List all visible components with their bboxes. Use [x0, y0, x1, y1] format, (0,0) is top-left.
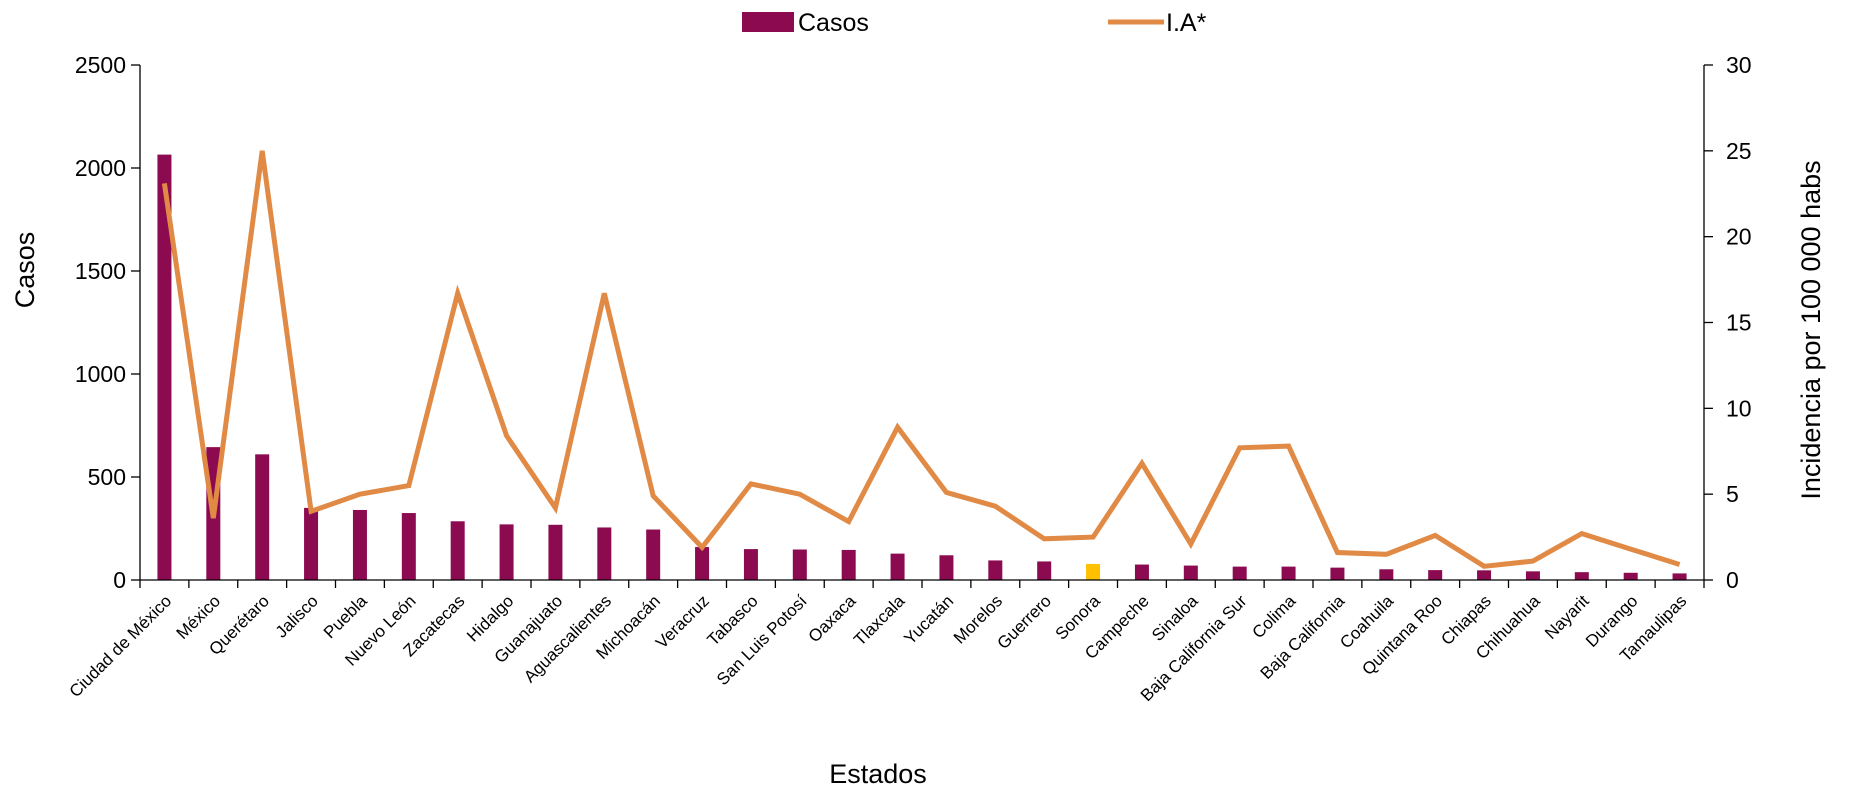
bar-27	[1428, 570, 1443, 580]
y2-tick-label: 25	[1726, 138, 1752, 164]
legend-label-casos: Casos	[798, 9, 869, 37]
x-tick-label: Guerrero	[993, 591, 1055, 653]
bar-30	[1574, 572, 1589, 580]
y2-axis-title: Incidencia por 100 000 habs	[1796, 160, 1826, 499]
bar-24	[1281, 566, 1296, 580]
bar-15	[841, 549, 856, 580]
bar-7	[450, 521, 465, 580]
bar-14	[792, 549, 807, 580]
y-tick-label: 2000	[75, 155, 126, 181]
bar-11	[646, 529, 661, 580]
bar-6	[401, 513, 416, 580]
x-tick-label: Yucatán	[900, 591, 957, 648]
bar-23	[1232, 566, 1247, 580]
bar-26	[1379, 569, 1394, 580]
bar-29	[1525, 571, 1540, 580]
incidence-line	[161, 150, 1681, 569]
bar-3	[255, 454, 270, 580]
x-tick-label: Aguascalientes	[520, 591, 615, 686]
y-tick-label: 0	[113, 567, 126, 593]
y-axis-title: Casos	[10, 232, 40, 309]
y2-tick-label: 30	[1726, 52, 1752, 78]
bar-28	[1477, 570, 1492, 580]
bar-10	[597, 527, 612, 580]
bar-9	[548, 524, 563, 580]
bar-13	[743, 549, 758, 580]
y-tick-label: 1000	[75, 361, 126, 387]
bar-17	[939, 555, 954, 580]
bar-series	[157, 154, 1687, 581]
bar-12	[695, 547, 710, 580]
x-tick-label: San Luis Potosí	[713, 591, 811, 689]
legend-swatch-casos	[742, 12, 794, 32]
x-axis-title: Estados	[829, 759, 927, 789]
x-tick-label: Jalisco	[272, 591, 322, 641]
y2-tick-label: 5	[1726, 481, 1739, 507]
bar-4	[304, 507, 319, 580]
bar-5	[352, 509, 367, 580]
x-tick-label: Baja California	[1257, 591, 1349, 683]
bar-31	[1623, 572, 1638, 580]
x-tick-label: Veracruz	[652, 591, 713, 652]
legend: Casos I.A*	[742, 9, 1207, 37]
axes: 0 500 1000 1500 2000 2500 0 5 10 15 20 25 30 Ciudad d…	[66, 52, 1752, 705]
bar-8	[499, 524, 514, 580]
y-tick-label: 500	[88, 464, 126, 490]
y-tick-label: 1500	[75, 258, 126, 284]
bar-19	[1037, 561, 1052, 580]
bar-1	[157, 154, 172, 581]
y-tick-label: 2500	[75, 52, 126, 78]
y2-tick-label: 15	[1726, 310, 1752, 336]
bar-21	[1134, 564, 1149, 580]
y2-tick-label: 20	[1726, 224, 1752, 250]
bar-20	[1086, 563, 1101, 580]
x-tick-label: Tlaxcala	[850, 591, 909, 650]
x-tick-label: Ciudad de México	[66, 591, 176, 701]
line-series	[161, 150, 1681, 569]
bar-22	[1183, 565, 1198, 580]
bar-16	[890, 553, 905, 580]
bar-25	[1330, 567, 1345, 580]
bar-18	[988, 560, 1003, 580]
bar-32	[1672, 573, 1687, 580]
y2-tick-label: 10	[1726, 395, 1752, 421]
legend-label-ia: I.A*	[1166, 9, 1207, 37]
y2-tick-label: 0	[1726, 567, 1739, 593]
